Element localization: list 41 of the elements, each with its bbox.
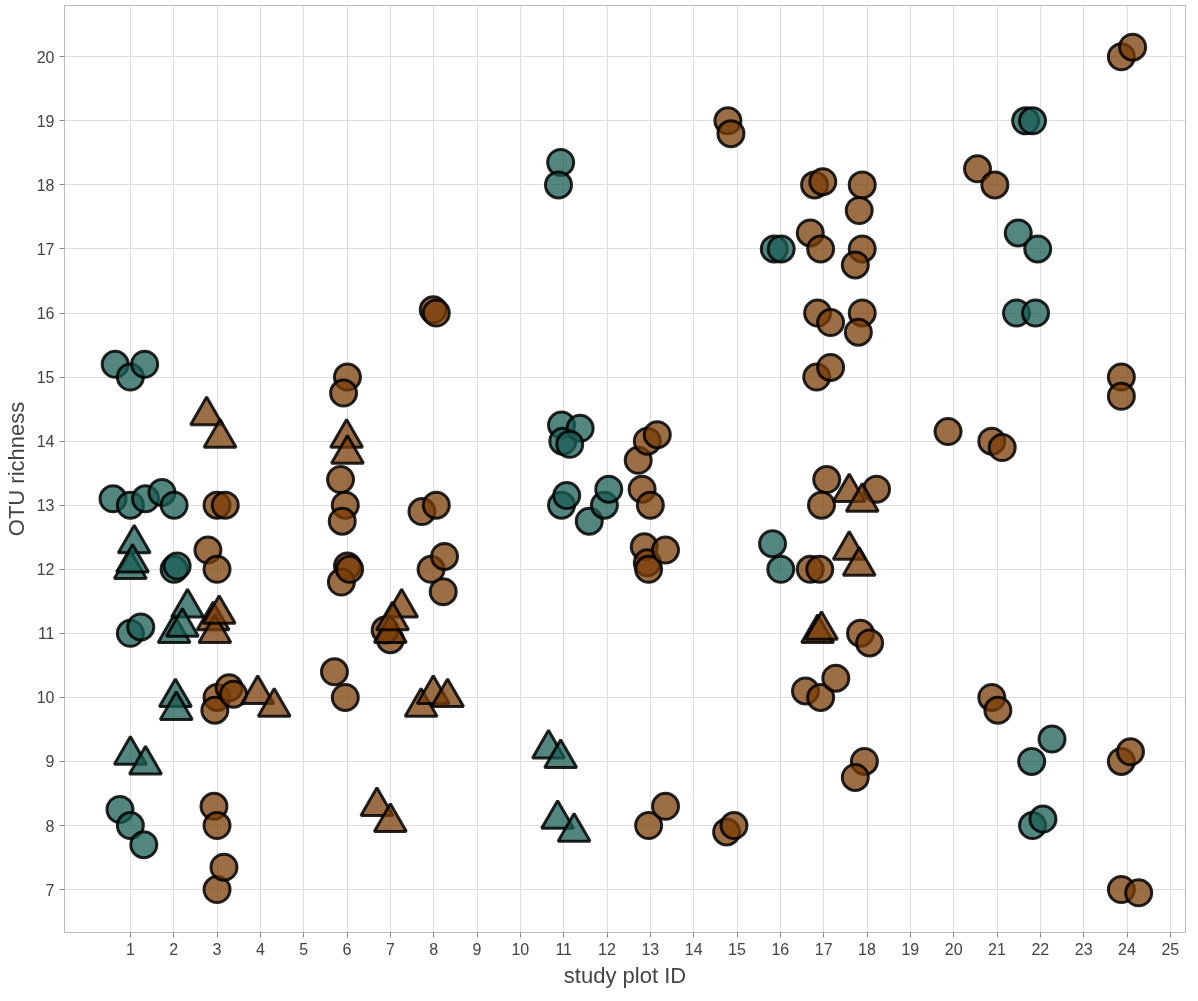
y-tick-label: 9 — [45, 753, 55, 771]
x-tick-label: 18 — [858, 940, 877, 958]
x-tick-label: 12 — [598, 940, 617, 958]
x-tick-label: 23 — [1074, 940, 1093, 958]
y-tick-label: 10 — [36, 689, 55, 707]
x-tick-label: 22 — [1031, 940, 1050, 958]
x-tick-label: 15 — [728, 940, 747, 958]
y-tick-label: 19 — [36, 112, 55, 130]
x-tick-label: 14 — [684, 940, 703, 958]
y-tick-label: 18 — [36, 176, 55, 194]
x-tick-label: 6 — [342, 940, 352, 958]
x-tick-label: 7 — [385, 940, 395, 958]
x-tick-label: 3 — [212, 940, 222, 958]
y-axis-title: OTU richness — [3, 401, 29, 537]
x-tick-label: 4 — [255, 940, 265, 958]
x-tick-label: 1 — [125, 940, 135, 958]
x-tick-label: 5 — [299, 940, 309, 958]
x-tick-label: 21 — [988, 940, 1007, 958]
x-tick-label: 9 — [472, 940, 482, 958]
y-tick-label: 20 — [36, 48, 55, 66]
x-tick-label: 16 — [771, 940, 790, 958]
y-tick-label: 7 — [45, 881, 55, 899]
x-tick-label: 19 — [901, 940, 920, 958]
x-tick-label: 17 — [814, 940, 833, 958]
y-tick-label: 12 — [36, 561, 55, 579]
x-tick-label: 13 — [641, 940, 660, 958]
y-tick-label: 8 — [45, 817, 55, 835]
x-tick-label: 25 — [1161, 940, 1180, 958]
x-tick-label: 10 — [511, 940, 530, 958]
x-tick-label: 11 — [555, 940, 573, 958]
x-tick-label: 24 — [1118, 940, 1136, 958]
y-tick-label: 13 — [36, 497, 55, 515]
y-tick-label: 14 — [36, 433, 55, 451]
y-tick-label: 11 — [37, 625, 55, 643]
y-tick-label: 15 — [36, 369, 55, 387]
x-axis-title: study plot ID — [563, 962, 687, 988]
x-tick-label: 20 — [944, 940, 963, 958]
x-tick-label: 8 — [429, 940, 439, 958]
y-tick-label: 16 — [36, 305, 55, 323]
x-tick-label: 2 — [169, 940, 179, 958]
y-tick-label: 17 — [36, 240, 55, 258]
